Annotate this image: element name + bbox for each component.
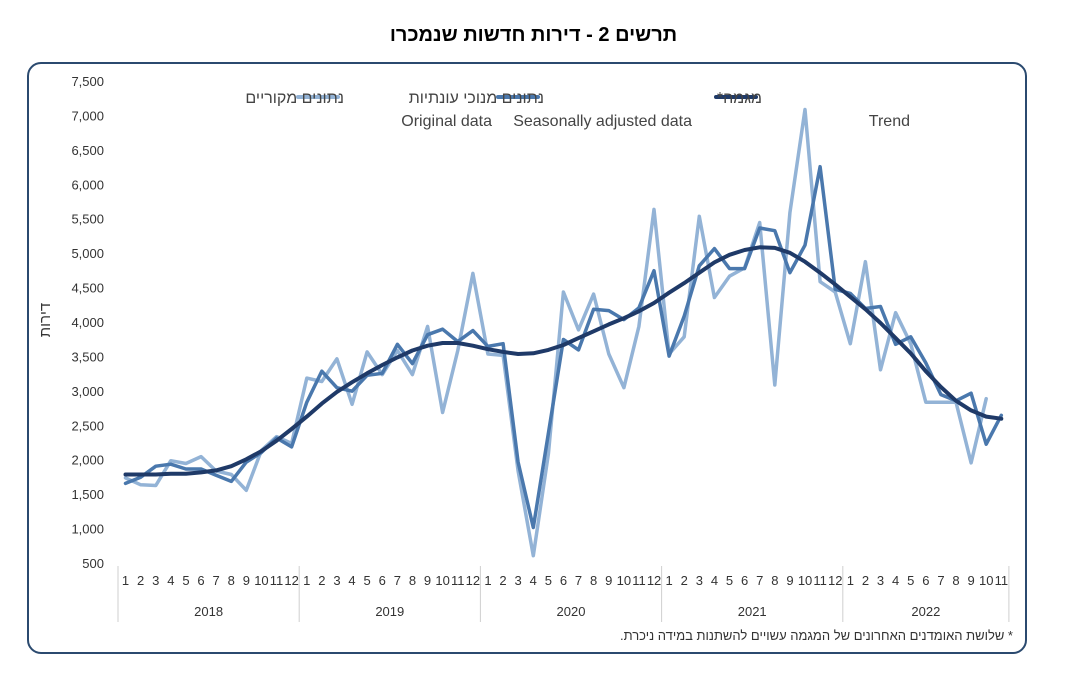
y-tick-label: 1,000 [71, 522, 104, 537]
legend-label-1: נתונים מקוריים [245, 90, 344, 107]
x-tick-label: 2 [499, 573, 506, 588]
x-tick-label: 2 [318, 573, 325, 588]
x-tick-label: 4 [711, 573, 718, 588]
x-tick-label: 3 [696, 573, 703, 588]
x-tick-label: 6 [379, 573, 386, 588]
y-axis-title: דירות [37, 303, 54, 337]
y-tick-label: 5,000 [71, 246, 104, 261]
x-tick-label: 11 [270, 573, 284, 588]
x-tick-label: 5 [726, 573, 733, 588]
year-label: 2022 [911, 604, 940, 619]
x-tick-label: 5 [907, 573, 914, 588]
x-tick-label: 8 [771, 573, 778, 588]
x-tick-label: 6 [741, 573, 748, 588]
y-tick-label: 3,500 [71, 349, 104, 364]
x-tick-label: 10 [254, 573, 268, 588]
y-tick-label: 3,000 [71, 384, 104, 399]
x-tick-label: 9 [605, 573, 612, 588]
footnote: * שלושת האומדנים האחרונים של המגמה עשויי… [620, 628, 1013, 643]
x-tick-label: 1 [847, 573, 854, 588]
series-line-3 [123, 245, 1004, 477]
x-tick-label: 6 [560, 573, 567, 588]
x-tick-label: 11 [451, 573, 465, 588]
x-tick-label: 9 [786, 573, 793, 588]
x-tick-label: 12 [647, 573, 661, 588]
chart-frame [27, 62, 1027, 654]
y-tick-label: 2,000 [71, 453, 104, 468]
y-tick-label: 7,500 [71, 74, 104, 89]
x-tick-label: 7 [575, 573, 582, 588]
x-tick-label: 11 [632, 573, 646, 588]
x-tick-label: 4 [167, 573, 174, 588]
y-tick-label: 4,500 [71, 281, 104, 296]
y-tick-label: 6,500 [71, 143, 104, 158]
y-tick-label: 4,000 [71, 315, 104, 330]
x-tick-label: 8 [952, 573, 959, 588]
x-tick-label: 1 [122, 573, 129, 588]
legend-label-2: נתונים מנוכי עונתיות [409, 90, 544, 107]
x-tick-label: 7 [937, 573, 944, 588]
x-tick-label: 12 [284, 573, 298, 588]
x-tick-label: 10 [617, 573, 631, 588]
x-tick-label: 3 [877, 573, 884, 588]
y-tick-label: 6,000 [71, 177, 104, 192]
x-tick-label: 4 [530, 573, 537, 588]
x-tick-label: 8 [228, 573, 235, 588]
chart-title: תרשים 2 - דירות חדשות שנמכרו [389, 24, 678, 46]
x-tick-label: 10 [979, 573, 993, 588]
x-tick-label: 1 [666, 573, 673, 588]
x-tick-label: 1 [484, 573, 491, 588]
x-tick-label: 4 [348, 573, 355, 588]
x-tick-label: 10 [798, 573, 812, 588]
y-tick-label: 7,000 [71, 108, 104, 123]
x-tick-label: 4 [892, 573, 899, 588]
series-line-1 [123, 107, 988, 558]
x-tick-label: 8 [590, 573, 597, 588]
legend-label-en-1: Original data [401, 113, 492, 130]
x-tick-label: 5 [545, 573, 552, 588]
y-tick-label: 2,500 [71, 418, 104, 433]
x-tick-label: 5 [182, 573, 189, 588]
x-tick-label: 5 [364, 573, 371, 588]
y-tick-label: 1,500 [71, 487, 104, 502]
x-tick-label: 10 [435, 573, 449, 588]
x-tick-label: 1 [303, 573, 310, 588]
y-tick-label: 500 [82, 556, 104, 571]
x-tick-label: 11 [995, 573, 1009, 588]
x-tick-label: 7 [756, 573, 763, 588]
year-label: 2021 [738, 604, 767, 619]
x-tick-label: 2 [137, 573, 144, 588]
x-tick-label: 2 [862, 573, 869, 588]
x-tick-label: 2 [681, 573, 688, 588]
x-tick-label: 6 [922, 573, 929, 588]
x-tick-label: 6 [197, 573, 204, 588]
x-tick-label: 3 [333, 573, 340, 588]
x-tick-label: 9 [243, 573, 250, 588]
x-tick-label: 3 [515, 573, 522, 588]
year-label: 2019 [375, 604, 404, 619]
x-tick-label: 9 [424, 573, 431, 588]
legend-label-en-3: Trend [869, 113, 910, 130]
x-tick-label: 9 [968, 573, 975, 588]
x-tick-label: 12 [828, 573, 842, 588]
x-tick-label: 3 [152, 573, 159, 588]
x-tick-label: 8 [409, 573, 416, 588]
year-label: 2020 [557, 604, 586, 619]
x-tick-label: 7 [213, 573, 220, 588]
year-label: 2018 [194, 604, 223, 619]
x-tick-label: 12 [466, 573, 480, 588]
x-tick-label: 11 [813, 573, 827, 588]
legend-label-en-2: Seasonally adjusted data [513, 113, 692, 130]
y-tick-label: 5,500 [71, 212, 104, 227]
legend-label-3: מגמה* [717, 90, 762, 107]
x-tick-label: 7 [394, 573, 401, 588]
